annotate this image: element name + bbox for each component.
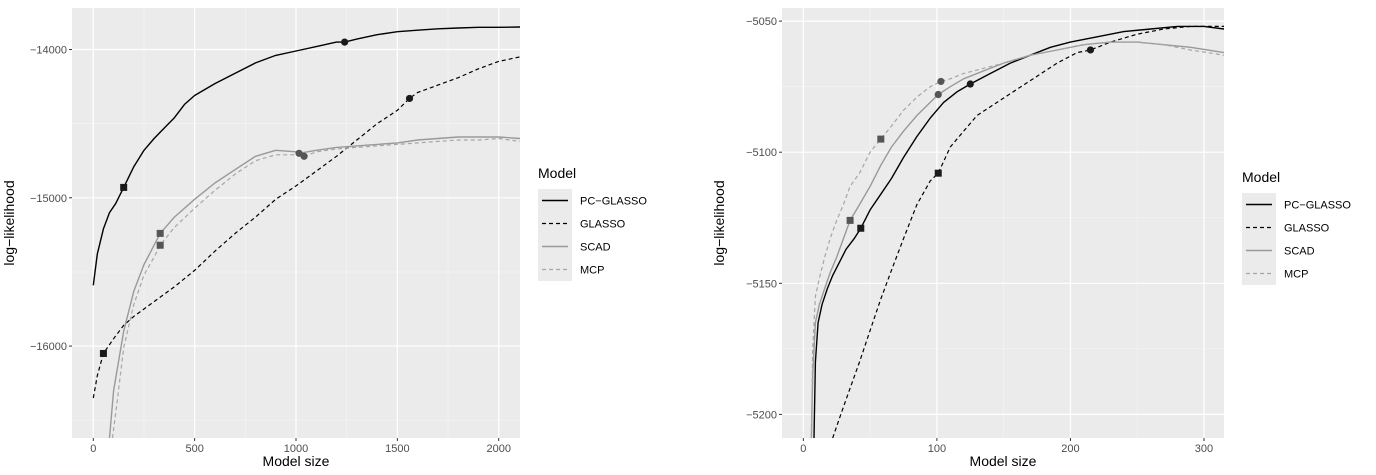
series-1-square-marker — [934, 169, 942, 177]
chart-1: 0 500 1000 1500 2000 −16000 −15000 −14000 Model … — [1, 8, 647, 469]
series-1-circle-marker — [405, 94, 414, 103]
series-1-square-marker — [99, 349, 107, 357]
y-tick-label: −14000 — [30, 45, 67, 57]
series-3-square-marker — [156, 241, 164, 249]
series-3-circle-marker — [937, 77, 945, 86]
series-2-circle-marker — [934, 90, 942, 99]
x-tick-label: 0 — [800, 443, 806, 455]
y-tick-label: −5150 — [746, 278, 777, 290]
series-2-square-marker — [846, 216, 854, 224]
legend-label-1: GLASSO — [1284, 223, 1330, 235]
legend-label-2: SCAD — [580, 242, 611, 254]
legend-title: Model — [538, 165, 576, 181]
legend-label-1: GLASSO — [580, 219, 626, 231]
x-axis-title: Model size — [263, 453, 330, 469]
legend-key-bg — [1242, 216, 1276, 239]
plot-panel — [782, 8, 1224, 438]
x-tick-label: 300 — [1195, 443, 1213, 455]
x-tick-label: 500 — [185, 443, 203, 455]
legend: Model PC−GLASSO GLASSO SCAD MCP — [1242, 169, 1351, 285]
series-line-1 — [92, 56, 520, 399]
x-tick-label: 1500 — [385, 443, 409, 455]
series-0-circle-marker — [966, 80, 974, 88]
series-layer — [810, 25, 1224, 438]
series-line-3 — [810, 41, 1224, 438]
y-axis-title: log−likelihood — [711, 180, 727, 265]
series-1-circle-marker — [1086, 46, 1095, 54]
series-line-1 — [832, 25, 1224, 438]
legend-label-3: MCP — [580, 265, 604, 277]
series-3-square-marker — [877, 135, 885, 143]
y-axis-title: log−likelihood — [1, 180, 17, 265]
x-tick-label: 0 — [90, 443, 96, 455]
x-tick-label: 1000 — [284, 443, 308, 455]
series-line-2 — [108, 136, 520, 438]
legend-key-bg — [538, 258, 572, 281]
series-2-square-marker — [156, 229, 164, 237]
x-tick-label: 100 — [928, 443, 946, 455]
y-tick-label: −5050 — [746, 16, 777, 28]
series-0-square-marker — [857, 224, 865, 232]
series-line-0 — [813, 25, 1224, 438]
legend-label-2: SCAD — [1284, 246, 1315, 258]
x-axis-title: Model size — [970, 453, 1037, 469]
series-0-square-marker — [120, 183, 128, 191]
legend-key-bg — [538, 212, 572, 235]
legend: Model PC−GLASSO GLASSO SCAD MCP — [538, 165, 647, 281]
series-line-3 — [111, 137, 520, 438]
series-0-circle-marker — [341, 38, 349, 46]
legend-title: Model — [1242, 169, 1280, 185]
y-tick-label: −5200 — [746, 409, 777, 421]
legend-label-3: MCP — [1284, 269, 1308, 281]
series-3-circle-marker — [300, 152, 308, 160]
y-tick-label: −16000 — [30, 341, 67, 353]
legend-key-bg — [1242, 262, 1276, 285]
series-layer — [92, 26, 520, 438]
legend-label-0: PC−GLASSO — [580, 196, 647, 208]
legend-label-0: PC−GLASSO — [1284, 200, 1351, 212]
y-tick-label: −5100 — [746, 147, 777, 159]
x-tick-label: 2000 — [486, 443, 510, 455]
x-tick-label: 200 — [1061, 443, 1079, 455]
chart-2: 0 100 200 300 −5200 −5150 −5100 −5050 Model size… — [711, 8, 1351, 469]
y-tick-label: −15000 — [30, 193, 67, 205]
